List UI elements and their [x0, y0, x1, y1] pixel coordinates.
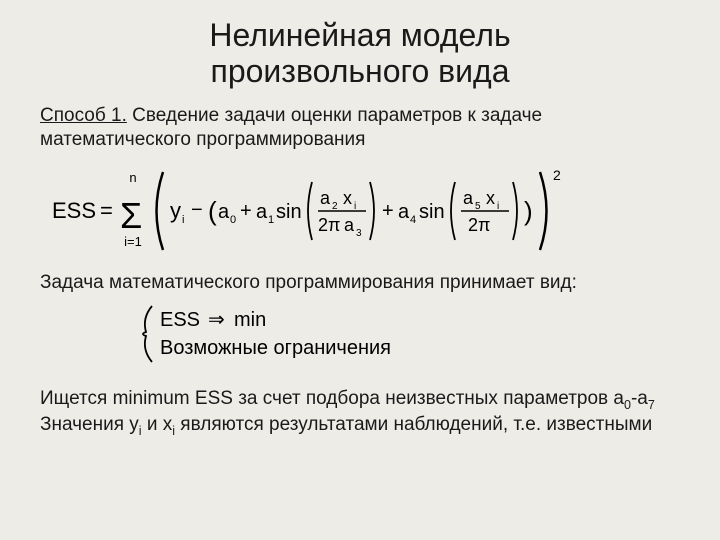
f-lhs: ESS	[52, 198, 96, 223]
final1-sub2: 7	[648, 398, 655, 412]
final1-b: -а	[631, 388, 648, 409]
final2-a: Значения y	[40, 414, 139, 435]
sin1-paren-l	[308, 182, 312, 240]
br-line1-rhs: min	[234, 309, 266, 331]
final2-sub1: i	[139, 424, 142, 438]
f1-bot-2pi: 2π	[318, 215, 340, 235]
inner-paren-l: (	[208, 196, 217, 226]
f-eq: =	[100, 198, 113, 223]
formula-svg: ESS = n Σ i=1 y i − ( a 0 + a 1	[48, 166, 678, 256]
br-line2: Возможные ограничения	[160, 337, 391, 359]
f-a1: a	[256, 201, 268, 223]
f-y: y	[170, 198, 181, 223]
big-paren-right	[540, 172, 547, 250]
f-a4-sub: 4	[410, 214, 416, 226]
final2-sub2: i	[172, 424, 175, 438]
f2-top-x: x	[486, 188, 495, 208]
f-sin2: sin	[419, 201, 445, 223]
paragraph-2: Задача математического программирования …	[40, 271, 680, 295]
slide: Нелинейная модель произвольного вида Спо…	[0, 0, 720, 540]
f-sigma-bot: i=1	[124, 234, 142, 249]
sin2-paren-l	[451, 182, 455, 240]
f1-bot-a-sub: 3	[356, 228, 362, 239]
f1-top-a: a	[320, 188, 331, 208]
bracket-svg: ESS ⇒ min Возможные ограничения	[138, 302, 468, 366]
title-line1: Нелинейная модель	[209, 17, 510, 53]
title-line2: произвольного вида	[210, 53, 509, 89]
f-sin1: sin	[276, 201, 302, 223]
subtitle-underlined: Способ 1.	[40, 105, 127, 126]
ess-formula: ESS = n Σ i=1 y i − ( a 0 + a 1	[40, 166, 680, 261]
final-paragraph: Ищется minimum ESS за счет подбора неизв…	[40, 387, 680, 439]
f-sigma-top: n	[129, 170, 136, 185]
bracket-block: ESS ⇒ min Возможные ограничения	[40, 302, 680, 371]
big-paren-left	[157, 172, 164, 250]
br-line1-lhs: ESS	[160, 309, 200, 331]
f-power2: 2	[553, 167, 561, 183]
f2-top-a: a	[463, 188, 474, 208]
slide-title: Нелинейная модель произвольного вида	[40, 18, 680, 90]
f1-bot-a: a	[344, 215, 355, 235]
f-minus: −	[191, 199, 203, 221]
f-a0: a	[218, 201, 230, 223]
f-sigma: Σ	[120, 195, 142, 236]
inner-paren-r: )	[524, 196, 533, 226]
f-a1-sub: 1	[268, 214, 274, 226]
f-y-sub: i	[182, 214, 184, 226]
final1-a: Ищется minimum ESS за счет подбора неизв…	[40, 388, 624, 409]
subtitle: Способ 1. Сведение задачи оценки парамет…	[40, 104, 680, 153]
f-plus1: +	[240, 200, 252, 222]
final2-b: и x	[142, 414, 173, 435]
f1-top-x: x	[343, 188, 352, 208]
sin2-paren-r	[513, 182, 517, 240]
f-a0-sub: 0	[230, 214, 236, 226]
f2-bot-2pi: 2π	[468, 215, 490, 235]
f-plus2: +	[382, 200, 394, 222]
final2-c: являются результатами наблюдений, т.е. и…	[175, 414, 652, 435]
curly-brace	[143, 306, 152, 362]
final1-sub1: 0	[624, 398, 631, 412]
br-line1-arrow: ⇒	[208, 309, 225, 331]
f-a4: a	[398, 201, 410, 223]
sin1-paren-r	[370, 182, 374, 240]
